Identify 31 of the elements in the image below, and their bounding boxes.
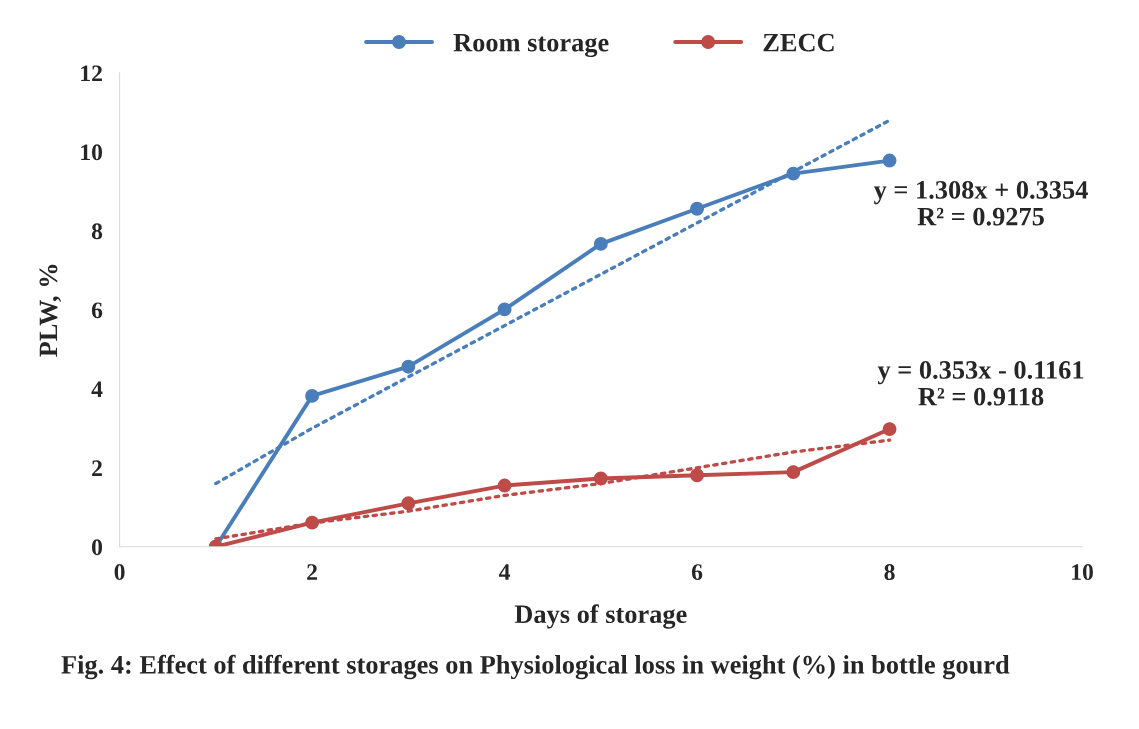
y-tick-label: 6 bbox=[91, 302, 103, 319]
x-tick-label: 4 bbox=[499, 564, 511, 580]
y-tick-label: 12 bbox=[81, 65, 102, 82]
y-axis-title: PLW, % bbox=[39, 264, 62, 357]
point bbox=[882, 422, 897, 437]
point bbox=[401, 496, 416, 511]
x-tick-label: 8 bbox=[884, 564, 895, 581]
point bbox=[305, 388, 320, 403]
y-tick-label: 8 bbox=[91, 223, 103, 240]
point bbox=[786, 465, 801, 480]
point bbox=[882, 153, 897, 168]
y-tick-label: 10 bbox=[81, 144, 103, 161]
point bbox=[690, 468, 705, 483]
point bbox=[593, 236, 608, 251]
x-tick-label: 2 bbox=[307, 564, 317, 580]
x-tick-label: 6 bbox=[691, 564, 703, 581]
x-tick-label: 0 bbox=[114, 564, 125, 581]
y-tick-label: 2 bbox=[92, 460, 102, 476]
annotation: y = 1.308x + 0.3354 R² = 0.9275 bbox=[873, 180, 1088, 226]
legend-label: ZECC bbox=[763, 33, 834, 52]
point bbox=[690, 201, 705, 216]
x-axis-title: Days of storage bbox=[514, 604, 687, 629]
y-tick-label: 4 bbox=[91, 381, 103, 397]
point bbox=[497, 478, 512, 493]
legend-label: Room storage bbox=[453, 33, 609, 58]
annotation: y = 0.353x - 0.1161 R² = 0.9118 bbox=[877, 361, 1084, 406]
y-tick-label: 0 bbox=[92, 539, 103, 556]
point bbox=[497, 302, 512, 317]
x-tick-label: 10 bbox=[1072, 564, 1093, 581]
point bbox=[401, 359, 416, 374]
text: Fig. 4: Effect of different storages on Physiological loss in weight (%) in bottle gourd bbox=[61, 654, 1010, 680]
